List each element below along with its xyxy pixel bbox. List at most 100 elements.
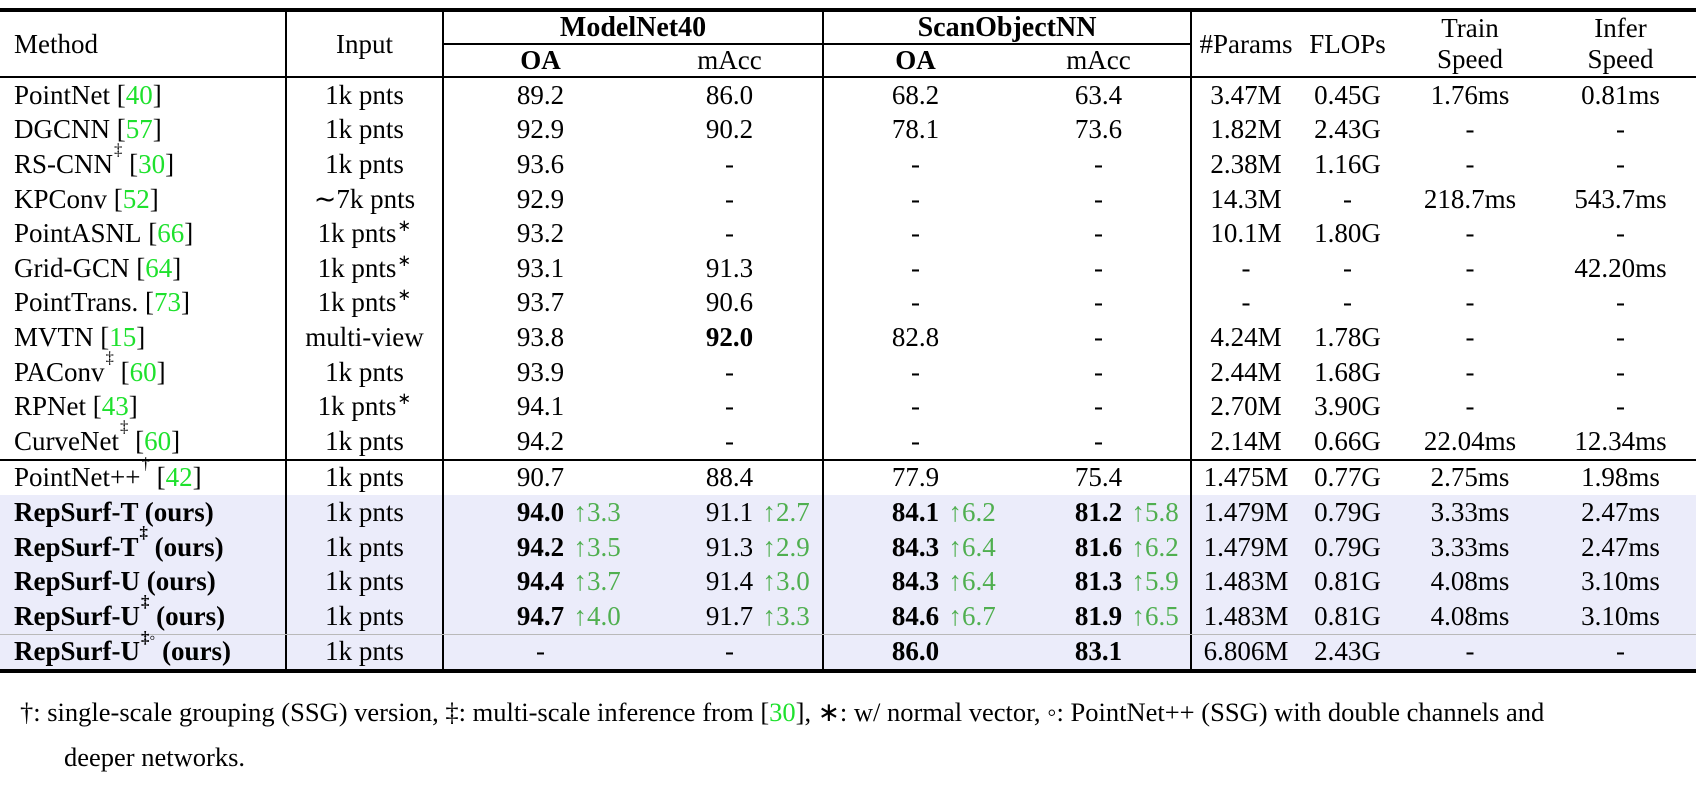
- subheader-sonn-macc: mAcc: [1066, 45, 1131, 75]
- improvement-delta: ↑3.3: [573, 496, 621, 527]
- train-speed-cell: -: [1465, 636, 1475, 667]
- mn40-macc-cell: -: [725, 391, 734, 422]
- sonn-macc-cell: -: [1094, 391, 1103, 422]
- sonn-macc-cell: 73.6: [1074, 114, 1123, 145]
- mn40-oa-cell: 93.8: [442, 320, 637, 355]
- improvement-delta: ↑6.2: [948, 496, 996, 527]
- input-cell: multi-view: [285, 320, 442, 355]
- citation-ref[interactable]: 64: [145, 252, 173, 283]
- mn40-oa-cell: 94.7 ↑4.0: [442, 598, 637, 634]
- mn40-oa-cell: 89.2: [442, 78, 637, 113]
- params-cell: 1.483M: [1190, 598, 1300, 634]
- table-row: PointNet [40] 1k pnts 89.2 86.0 68.2 63.4 3.47…: [0, 78, 1696, 113]
- citation-ref[interactable]: 52: [122, 183, 150, 214]
- train-speed-cell: -: [1465, 218, 1475, 249]
- mn40-macc-cell: 91.4 ↑3.0: [637, 564, 822, 599]
- sonn-oa-cell: 84.6 ↑6.7: [822, 598, 1007, 634]
- input-cell: 1k pnts: [285, 529, 442, 565]
- subheader-sonn-oa: OA: [822, 45, 1007, 76]
- method-superscript: ‡: [114, 140, 123, 160]
- method-superscript: †: [141, 453, 150, 473]
- citation-ref[interactable]: 60: [144, 425, 172, 456]
- infer-speed-cell: 1.98ms: [1581, 462, 1660, 493]
- citation-ref[interactable]: 60: [129, 356, 157, 387]
- mn40-macc-cell: -: [725, 183, 734, 214]
- group-header-modelnet40: ModelNet40: [442, 12, 822, 45]
- citation-ref[interactable]: 40: [125, 79, 153, 110]
- sonn-oa-cell: 84.3 ↑6.4: [822, 564, 1007, 599]
- params-cell: 3.47M: [1190, 78, 1300, 113]
- method-cell: RepSurf-U (ours): [0, 564, 285, 599]
- column-header-flops: FLOPs: [1309, 28, 1386, 59]
- improvement-delta: ↑6.7: [948, 600, 996, 631]
- infer-speed-cell: -: [1616, 114, 1625, 145]
- method-name: PointTrans.: [14, 287, 139, 318]
- sonn-oa-cell: -: [822, 216, 1007, 251]
- sonn-macc-cell: 83.1: [1074, 636, 1123, 667]
- params-cell: 2.38M: [1190, 147, 1300, 182]
- mn40-oa-cell: 93.7: [442, 285, 637, 321]
- method-name: PointNet++†: [14, 453, 150, 493]
- method-name: KPConv: [14, 183, 108, 214]
- mn40-oa-cell: 92.9: [442, 181, 637, 217]
- citation-ref[interactable]: 42: [165, 462, 193, 493]
- flops-cell: -: [1343, 287, 1352, 318]
- method-name: MVTN: [14, 321, 94, 352]
- mn40-oa-cell: 94.2 ↑3.5: [442, 529, 637, 565]
- table-row: RepSurf-U‡◦ (ours) 1k pnts - -86.0 83.1 6.806…: [0, 629, 1696, 670]
- method-name: RepSurf-T‡ (ours): [14, 522, 224, 562]
- infer-speed-cell: 2.47ms: [1581, 531, 1660, 562]
- citation-ref[interactable]: 73: [154, 287, 182, 318]
- sonn-macc-cell: -: [1094, 321, 1103, 352]
- benchmark-table: Method Input ModelNet40 ScanObjectNN #Pa…: [0, 8, 1696, 674]
- flops-cell: 0.77G: [1314, 462, 1381, 493]
- method-name: RS-CNN‡: [14, 140, 123, 179]
- improvement-delta: ↑6.4: [948, 566, 996, 597]
- citation-ref[interactable]: 30: [138, 148, 166, 179]
- mn40-macc-cell: -: [725, 425, 734, 456]
- input-cell: ∼7k pnts: [285, 181, 442, 217]
- method-cell: PointNet++† [42]: [14, 453, 202, 493]
- citation-ref[interactable]: 15: [109, 321, 137, 352]
- train-speed-cell: 22.04ms: [1423, 425, 1517, 456]
- citation-ref[interactable]: 43: [101, 391, 129, 422]
- sonn-macc-cell: 75.4: [1074, 462, 1123, 493]
- paper-table-page: { "colors": { "citation_green": "#1ee12d…: [0, 8, 1696, 812]
- flops-cell: 2.43G: [1314, 636, 1381, 667]
- method-superscript: ‡◦: [141, 627, 156, 647]
- table-row: PointASNL [66] 1k pnts ∗ 93.2 - - - 10.1M 1.80G -…: [0, 216, 1696, 251]
- params-cell: 14.3M: [1190, 181, 1300, 217]
- improvement-delta: ↑5.8: [1131, 496, 1179, 527]
- citation-ref[interactable]: 30: [769, 697, 796, 728]
- table-row: KPConv [52] ∼7k pnts 92.9 - - - 14.3M - 218.7ms 5…: [0, 181, 1696, 217]
- flops-cell: 0.66G: [1314, 425, 1381, 456]
- train-speed-cell: -: [1465, 114, 1475, 145]
- sonn-oa-cell: 84.3 ↑6.4: [822, 529, 1007, 565]
- sonn-macc-cell: 81.9 ↑6.5: [1007, 599, 1190, 634]
- input-cell: 1k pnts ∗: [285, 250, 442, 286]
- train-speed-line2: Speed: [1437, 44, 1503, 74]
- method-superscript: ‡: [119, 417, 129, 437]
- column-header-method: Method: [14, 28, 98, 59]
- sonn-macc-cell: -: [1094, 218, 1103, 249]
- method-cell: PointNet [40]: [14, 79, 162, 110]
- train-speed-cell: 4.08ms: [1430, 600, 1510, 631]
- infer-speed-cell: 0.81ms: [1581, 79, 1660, 110]
- sonn-macc-cell: 81.6 ↑6.2: [1007, 530, 1190, 565]
- input-cell: 1k pnts ∗: [285, 389, 442, 424]
- flops-cell: 3.90G: [1314, 391, 1381, 422]
- train-speed-cell: 218.7ms: [1423, 183, 1517, 214]
- sonn-oa-cell: 77.9: [822, 460, 1007, 496]
- train-speed-cell: -: [1465, 356, 1475, 387]
- method-cell: MVTN [15]: [14, 321, 146, 352]
- mn40-oa-cell: 93.1: [442, 250, 637, 286]
- sonn-macc-cell: 81.2 ↑5.8: [1007, 495, 1190, 530]
- group-header-scanobjectnn: ScanObjectNN: [822, 12, 1190, 45]
- citation-ref[interactable]: 57: [125, 114, 153, 145]
- method-cell: KPConv [52]: [14, 183, 159, 214]
- input-cell: 1k pnts: [285, 147, 442, 182]
- method-cell: RepSurf-T‡ (ours): [0, 522, 285, 565]
- mn40-macc-cell: 91.7 ↑3.3: [637, 599, 822, 634]
- citation-ref[interactable]: 66: [157, 218, 185, 249]
- improvement-delta: ↑3.5: [573, 531, 621, 562]
